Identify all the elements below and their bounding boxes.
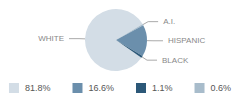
svg-text:A.I.: A.I. xyxy=(163,17,175,26)
svg-text:0.6%: 0.6% xyxy=(211,83,232,93)
svg-text:81.8%: 81.8% xyxy=(25,83,51,93)
svg-text:BLACK: BLACK xyxy=(162,56,189,65)
svg-text:16.6%: 16.6% xyxy=(88,83,114,93)
svg-text:WHITE: WHITE xyxy=(38,34,64,43)
svg-text:HISPANIC: HISPANIC xyxy=(168,36,205,45)
svg-text:1.1%: 1.1% xyxy=(152,83,173,93)
